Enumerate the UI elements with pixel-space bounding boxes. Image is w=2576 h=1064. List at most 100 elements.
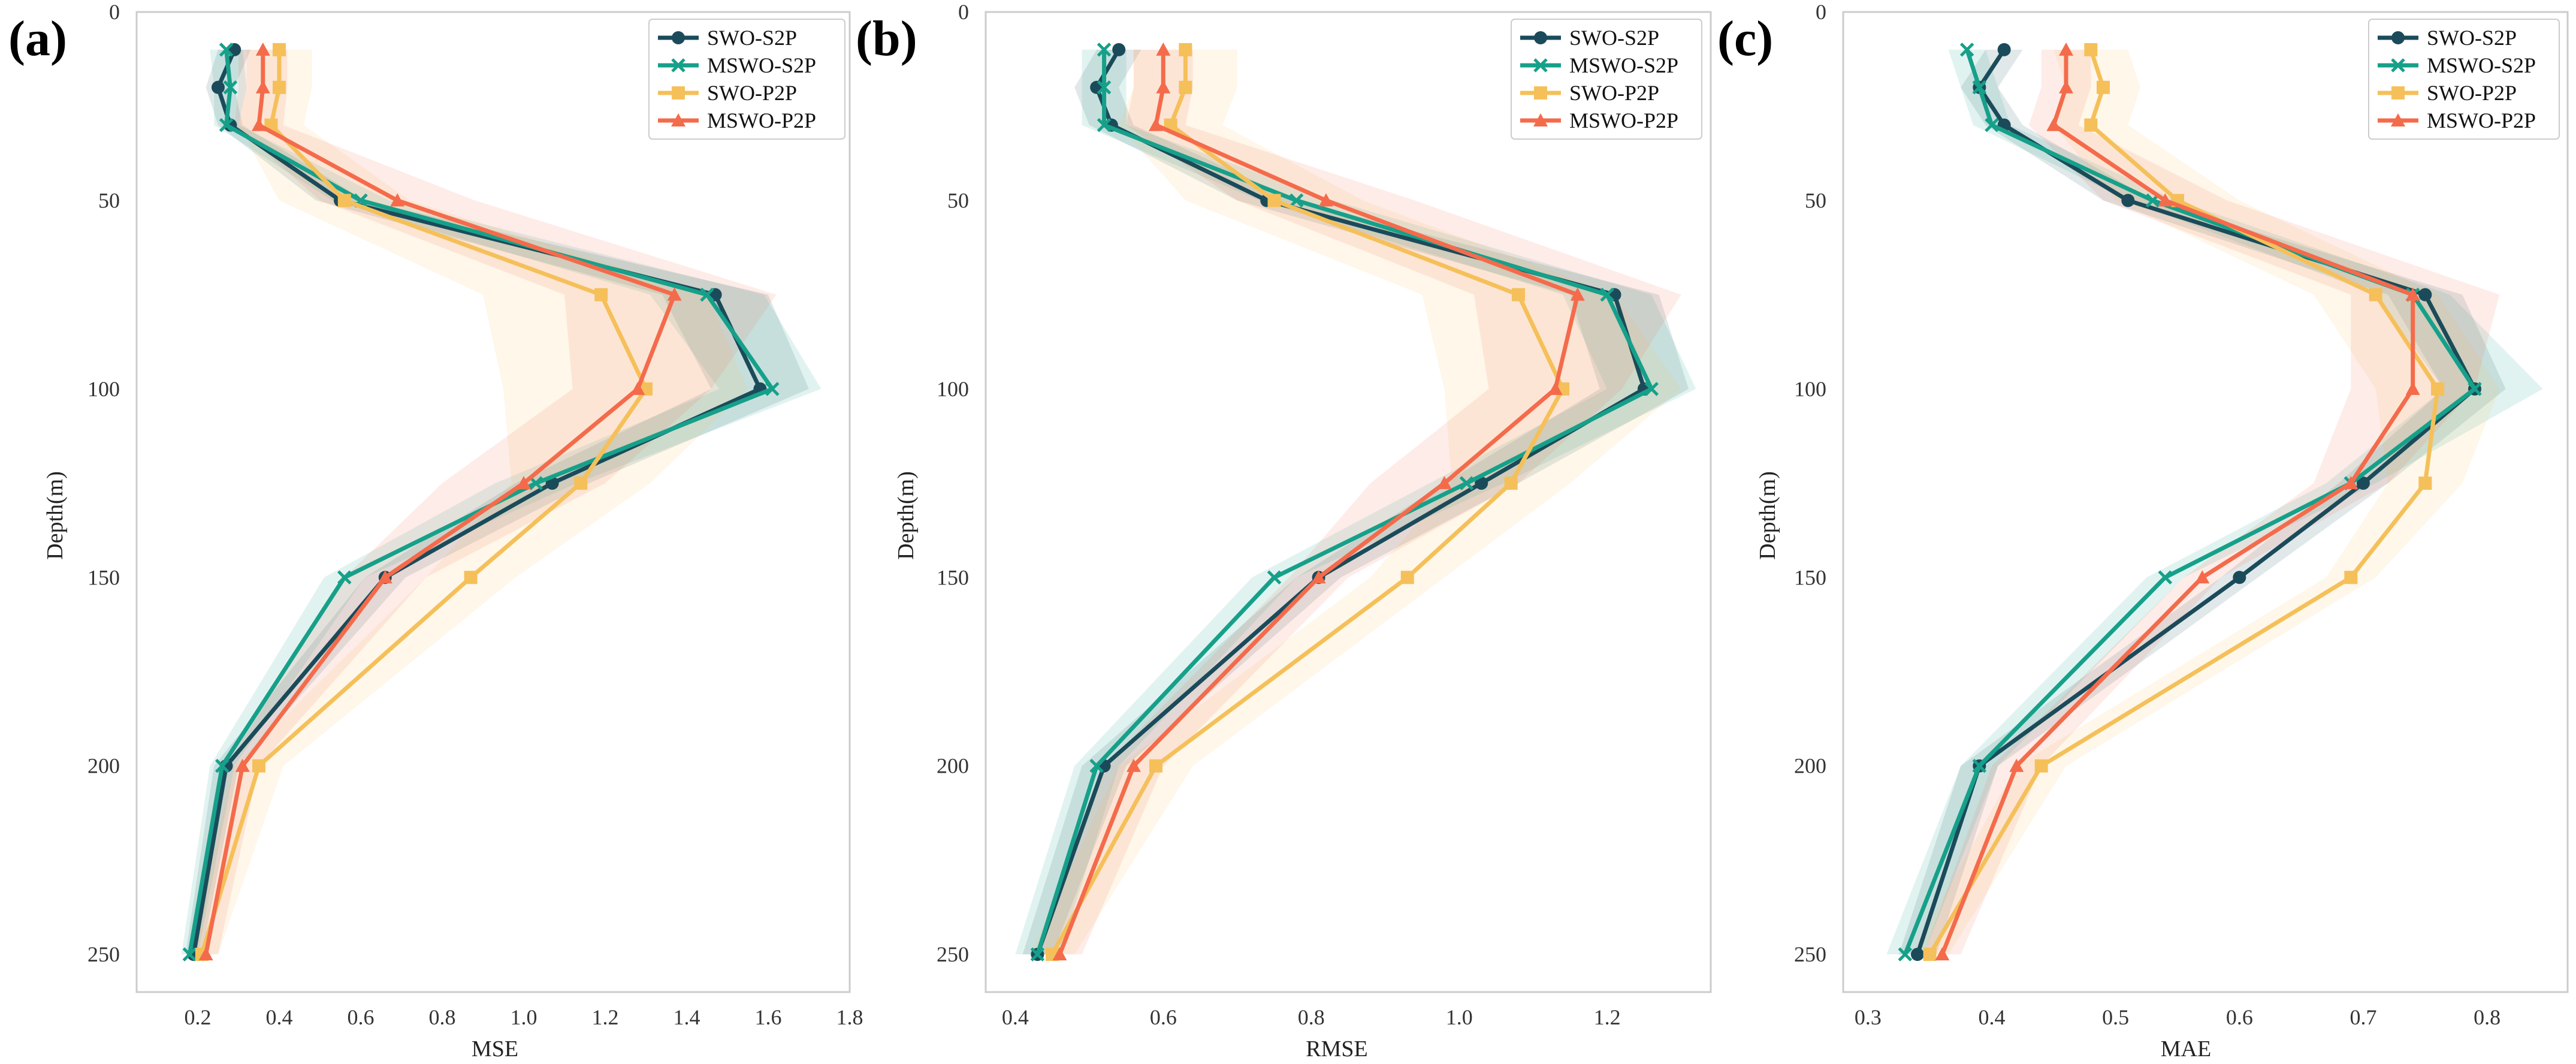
point-swo-p2p-125 (2418, 477, 2432, 490)
y-tick-label: 250 (937, 942, 969, 966)
legend-marker-mswo-s2p (1533, 58, 1548, 73)
point-swo-p2p-10 (273, 43, 286, 56)
legend-label-mswo-s2p: MSWO-S2P (2427, 53, 2536, 77)
legend-marker-swo-p2p (1534, 86, 1547, 100)
legend-label-swo-p2p: SWO-P2P (707, 81, 797, 105)
point-mswo-p2p-200 (2009, 758, 2024, 772)
legend-box (1511, 19, 1702, 140)
series-line-mswo-p2p (1940, 49, 2415, 956)
y-tick-label: 100 (1794, 377, 1826, 401)
point-mswo-p2p-100 (2405, 381, 2420, 395)
x-axis-label-c: MAE (2161, 1036, 2211, 1062)
legend-label-mswo-s2p: MSWO-S2P (707, 53, 816, 77)
x-tick-label: 0.2 (185, 1005, 212, 1029)
point-mswo-p2p-20 (255, 80, 270, 94)
legend-box (2368, 19, 2560, 140)
x-tick-label: 0.6 (1150, 1005, 1177, 1029)
point-mswo-p2p-75 (667, 287, 682, 301)
series-line-mswo-s2p (187, 49, 775, 955)
point-swo-p2p-50 (1267, 194, 1281, 207)
legend-marker-swo-s2p (672, 31, 685, 44)
series-line-swo-p2p (1050, 49, 1565, 956)
point-mswo-s2p-150 (2158, 570, 2173, 585)
panel-c: (c) Depth(m) MAE 0.3 0.4 0.5 0.6 0.7 0.8 0 50 10… (1717, 0, 2569, 1062)
y-axis-label-b: Depth(m) (893, 471, 919, 560)
point-swo-s2p-250 (1911, 948, 1924, 961)
point-swo-p2p-20 (273, 80, 286, 94)
y-tick-label: 0 (1816, 0, 1826, 24)
point-mswo-p2p-10 (2059, 42, 2073, 56)
point-mswo-s2p-10 (219, 43, 234, 57)
x-tick-label: 1.6 (755, 1005, 782, 1029)
y-tick-label: 100 (87, 377, 120, 401)
point-swo-p2p-125 (1504, 477, 1518, 490)
band-swo-p2p (1030, 49, 1681, 955)
series-line-mswo-p2p (1058, 49, 1580, 956)
band-swo-p2p (1911, 49, 2500, 955)
axes-frame (135, 11, 851, 993)
y-tick-label: 200 (1794, 754, 1826, 778)
axes-frame (985, 11, 1712, 993)
legend-marker-mswo-p2p (2391, 113, 2405, 126)
point-mswo-s2p-10 (1959, 43, 1974, 57)
y-tick-label: 200 (937, 754, 969, 778)
point-mswo-p2p-75 (1570, 287, 1585, 301)
point-mswo-p2p-30 (1148, 117, 1163, 131)
plot-area-b: 0.4 0.6 0.8 1.0 1.2 0 50 100 150 200 250 (937, 0, 1712, 1029)
legend-marker-swo-p2p (672, 86, 685, 100)
point-mswo-p2p-100 (1548, 381, 1563, 395)
point-swo-p2p-150 (1400, 571, 1414, 584)
y-axis-label-a: Depth(m) (43, 471, 68, 560)
point-mswo-s2p-30 (219, 117, 234, 132)
x-tick-label: 0.6 (2226, 1005, 2253, 1029)
point-mswo-s2p-100 (765, 382, 780, 396)
y-tick-label: 200 (87, 754, 120, 778)
point-mswo-p2p-30 (2046, 117, 2061, 131)
legend-c: SWO-S2P MSWO-S2P SWO-P2P MSWO-P2P (2368, 19, 2560, 140)
legend-b: SWO-S2P MSWO-S2P SWO-P2P MSWO-P2P (1511, 19, 1702, 140)
point-swo-p2p-10 (2084, 43, 2098, 56)
y-tick-label: 250 (1794, 942, 1826, 966)
point-mswo-s2p-30 (1097, 117, 1112, 132)
y-tick-label: 150 (87, 565, 120, 589)
point-swo-p2p-250 (1923, 948, 1937, 961)
panel-b: (b) Depth(m) RMSE 0.4 0.6 0.8 1.0 1.2 0 50 100 1… (856, 0, 1712, 1062)
point-mswo-p2p-125 (517, 476, 531, 490)
legend-label-mswo-s2p: MSWO-S2P (1569, 53, 1678, 77)
point-mswo-s2p-100 (2468, 382, 2482, 396)
legend-label-mswo-p2p: MSWO-P2P (707, 108, 816, 132)
point-swo-p2p-50 (337, 194, 351, 207)
y-tick-label: 0 (109, 0, 120, 24)
point-mswo-p2p-150 (378, 570, 392, 584)
legend-marker-mswo-p2p (1533, 113, 1548, 126)
point-mswo-p2p-250 (1935, 947, 1950, 961)
point-swo-s2p-125 (1475, 477, 1488, 490)
point-mswo-p2p-50 (2158, 193, 2173, 207)
legend-box (648, 19, 845, 140)
legend-marker-swo-p2p (2391, 86, 2405, 100)
band-swo-p2p (189, 49, 748, 955)
point-swo-p2p-200 (1149, 759, 1162, 773)
point-mswo-p2p-20 (1156, 80, 1171, 94)
plot-area-c: 0.3 0.4 0.5 0.6 0.7 0.8 0 50 100 150 200 250 (1794, 0, 2569, 1029)
point-mswo-p2p-20 (2059, 80, 2073, 94)
point-mswo-s2p-250 (182, 947, 197, 961)
y-tick-label: 50 (1805, 188, 1826, 212)
x-tick-label: 0.4 (1002, 1005, 1029, 1029)
y-tick-label: 150 (937, 565, 969, 589)
point-swo-s2p-50 (2121, 194, 2135, 207)
point-swo-p2p-10 (1179, 43, 1192, 56)
point-mswo-s2p-150 (337, 570, 352, 585)
point-swo-s2p-20 (212, 80, 225, 94)
x-tick-label: 0.7 (2350, 1005, 2377, 1029)
series-line-swo-p2p (200, 49, 648, 956)
legend-label-swo-s2p: SWO-S2P (707, 26, 797, 50)
point-mswo-p2p-75 (2405, 287, 2420, 301)
point-mswo-s2p-75 (700, 287, 714, 302)
legend-marker-mswo-s2p (2391, 58, 2405, 73)
point-swo-s2p-10 (1112, 43, 1126, 56)
band-swo-s2p (1899, 49, 2506, 955)
x-tick-label: 1.2 (592, 1005, 619, 1029)
point-mswo-p2p-100 (630, 381, 645, 395)
